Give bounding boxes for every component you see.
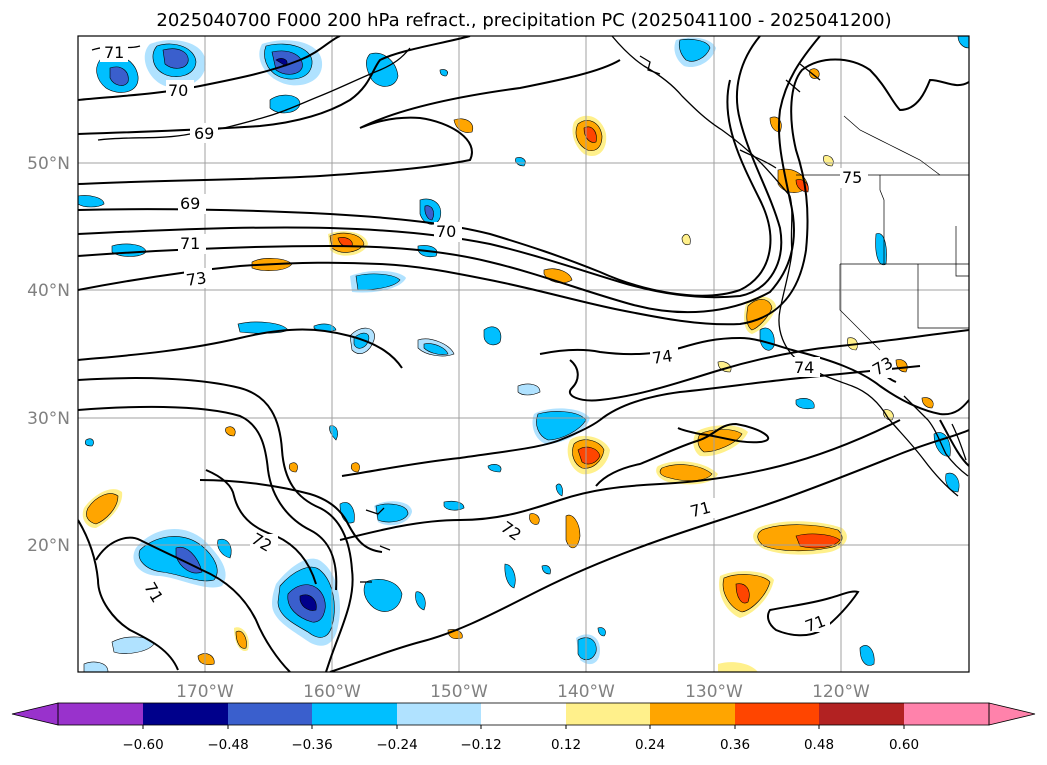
contour-label: 74 <box>794 358 814 377</box>
colorbar-tick-label: 0.12 <box>551 737 581 753</box>
colorbar-segment <box>143 703 228 725</box>
contour-label: 69 <box>180 194 200 213</box>
colorbar-segment <box>481 703 566 725</box>
map-frame <box>77 35 970 673</box>
colorbar-tick-label: 0.36 <box>720 737 750 753</box>
colorbar-extend-high <box>904 703 1035 725</box>
colorbar-tick-label: −0.60 <box>122 737 163 753</box>
colorbar-segment <box>312 703 397 725</box>
colorbar-segments <box>12 703 1035 725</box>
colorbar-segment <box>228 703 312 725</box>
colorbar-segment <box>819 703 904 725</box>
colorbar-segment <box>650 703 735 725</box>
contour-label: 71 <box>104 43 124 62</box>
lat-label: 50°N <box>27 154 70 174</box>
lon-label: 140°W <box>557 682 615 702</box>
contour-label: 71 <box>180 234 200 253</box>
lon-label: 120°W <box>812 682 870 702</box>
refractivity-contours <box>78 36 969 672</box>
colorbar-tick-label: −0.36 <box>291 737 332 753</box>
colorbar-tick-label: −0.12 <box>460 737 501 753</box>
longitude-labels: 170°W 160°W 150°W 140°W 130°W 120°W <box>176 682 870 702</box>
colorbar-segment <box>566 703 650 725</box>
lon-label: 130°W <box>685 682 743 702</box>
colorbar-segment <box>397 703 481 725</box>
contour-label: 75 <box>842 168 862 187</box>
precip-shading <box>78 36 969 672</box>
colorbar-tick-label: 0.24 <box>635 737 665 753</box>
lon-label: 160°W <box>303 682 361 702</box>
contour-label: 69 <box>194 124 214 143</box>
lat-label: 30°N <box>27 409 70 429</box>
positive-anomaly-blobs <box>82 68 934 672</box>
contour-label: 70 <box>436 222 456 241</box>
contour-label: 70 <box>168 81 188 100</box>
map-title: 2025040700 F000 200 hPa refract., precip… <box>156 10 891 31</box>
colorbar-tick-label: −0.48 <box>207 737 248 753</box>
contour-label: 74 <box>651 346 674 368</box>
contour-labels: 71 70 69 69 71 73 70 74 74 75 73 72 72 <box>100 42 896 636</box>
graticule <box>78 36 969 672</box>
political-borders <box>796 115 969 351</box>
colorbar: −0.60 −0.48 −0.36 −0.24 −0.12 0.12 0.24 0.36 0.4… <box>11 702 1036 753</box>
contour-label: 71 <box>688 498 713 522</box>
colorbar-segment <box>735 703 819 725</box>
lat-label: 40°N <box>27 281 70 301</box>
colorbar-extend-low <box>12 703 143 725</box>
colorbar-tick-labels: −0.60 −0.48 −0.36 −0.24 −0.12 0.12 0.24 0.36 0.4… <box>122 725 919 753</box>
colorbar-outline-right <box>988 702 1036 726</box>
colorbar-tick-label: 0.48 <box>804 737 834 753</box>
lat-label: 20°N <box>27 536 70 556</box>
latitude-labels: 50°N 40°N 30°N 20°N <box>27 154 70 556</box>
contour-label: 73 <box>185 268 208 290</box>
lon-label: 150°W <box>430 682 488 702</box>
lon-label: 170°W <box>176 682 234 702</box>
colorbar-tick-label: 0.60 <box>889 737 919 753</box>
colorbar-tick-label: −0.24 <box>376 737 417 753</box>
map-area: 71 70 69 69 71 73 70 74 74 75 73 72 72 <box>78 36 969 672</box>
